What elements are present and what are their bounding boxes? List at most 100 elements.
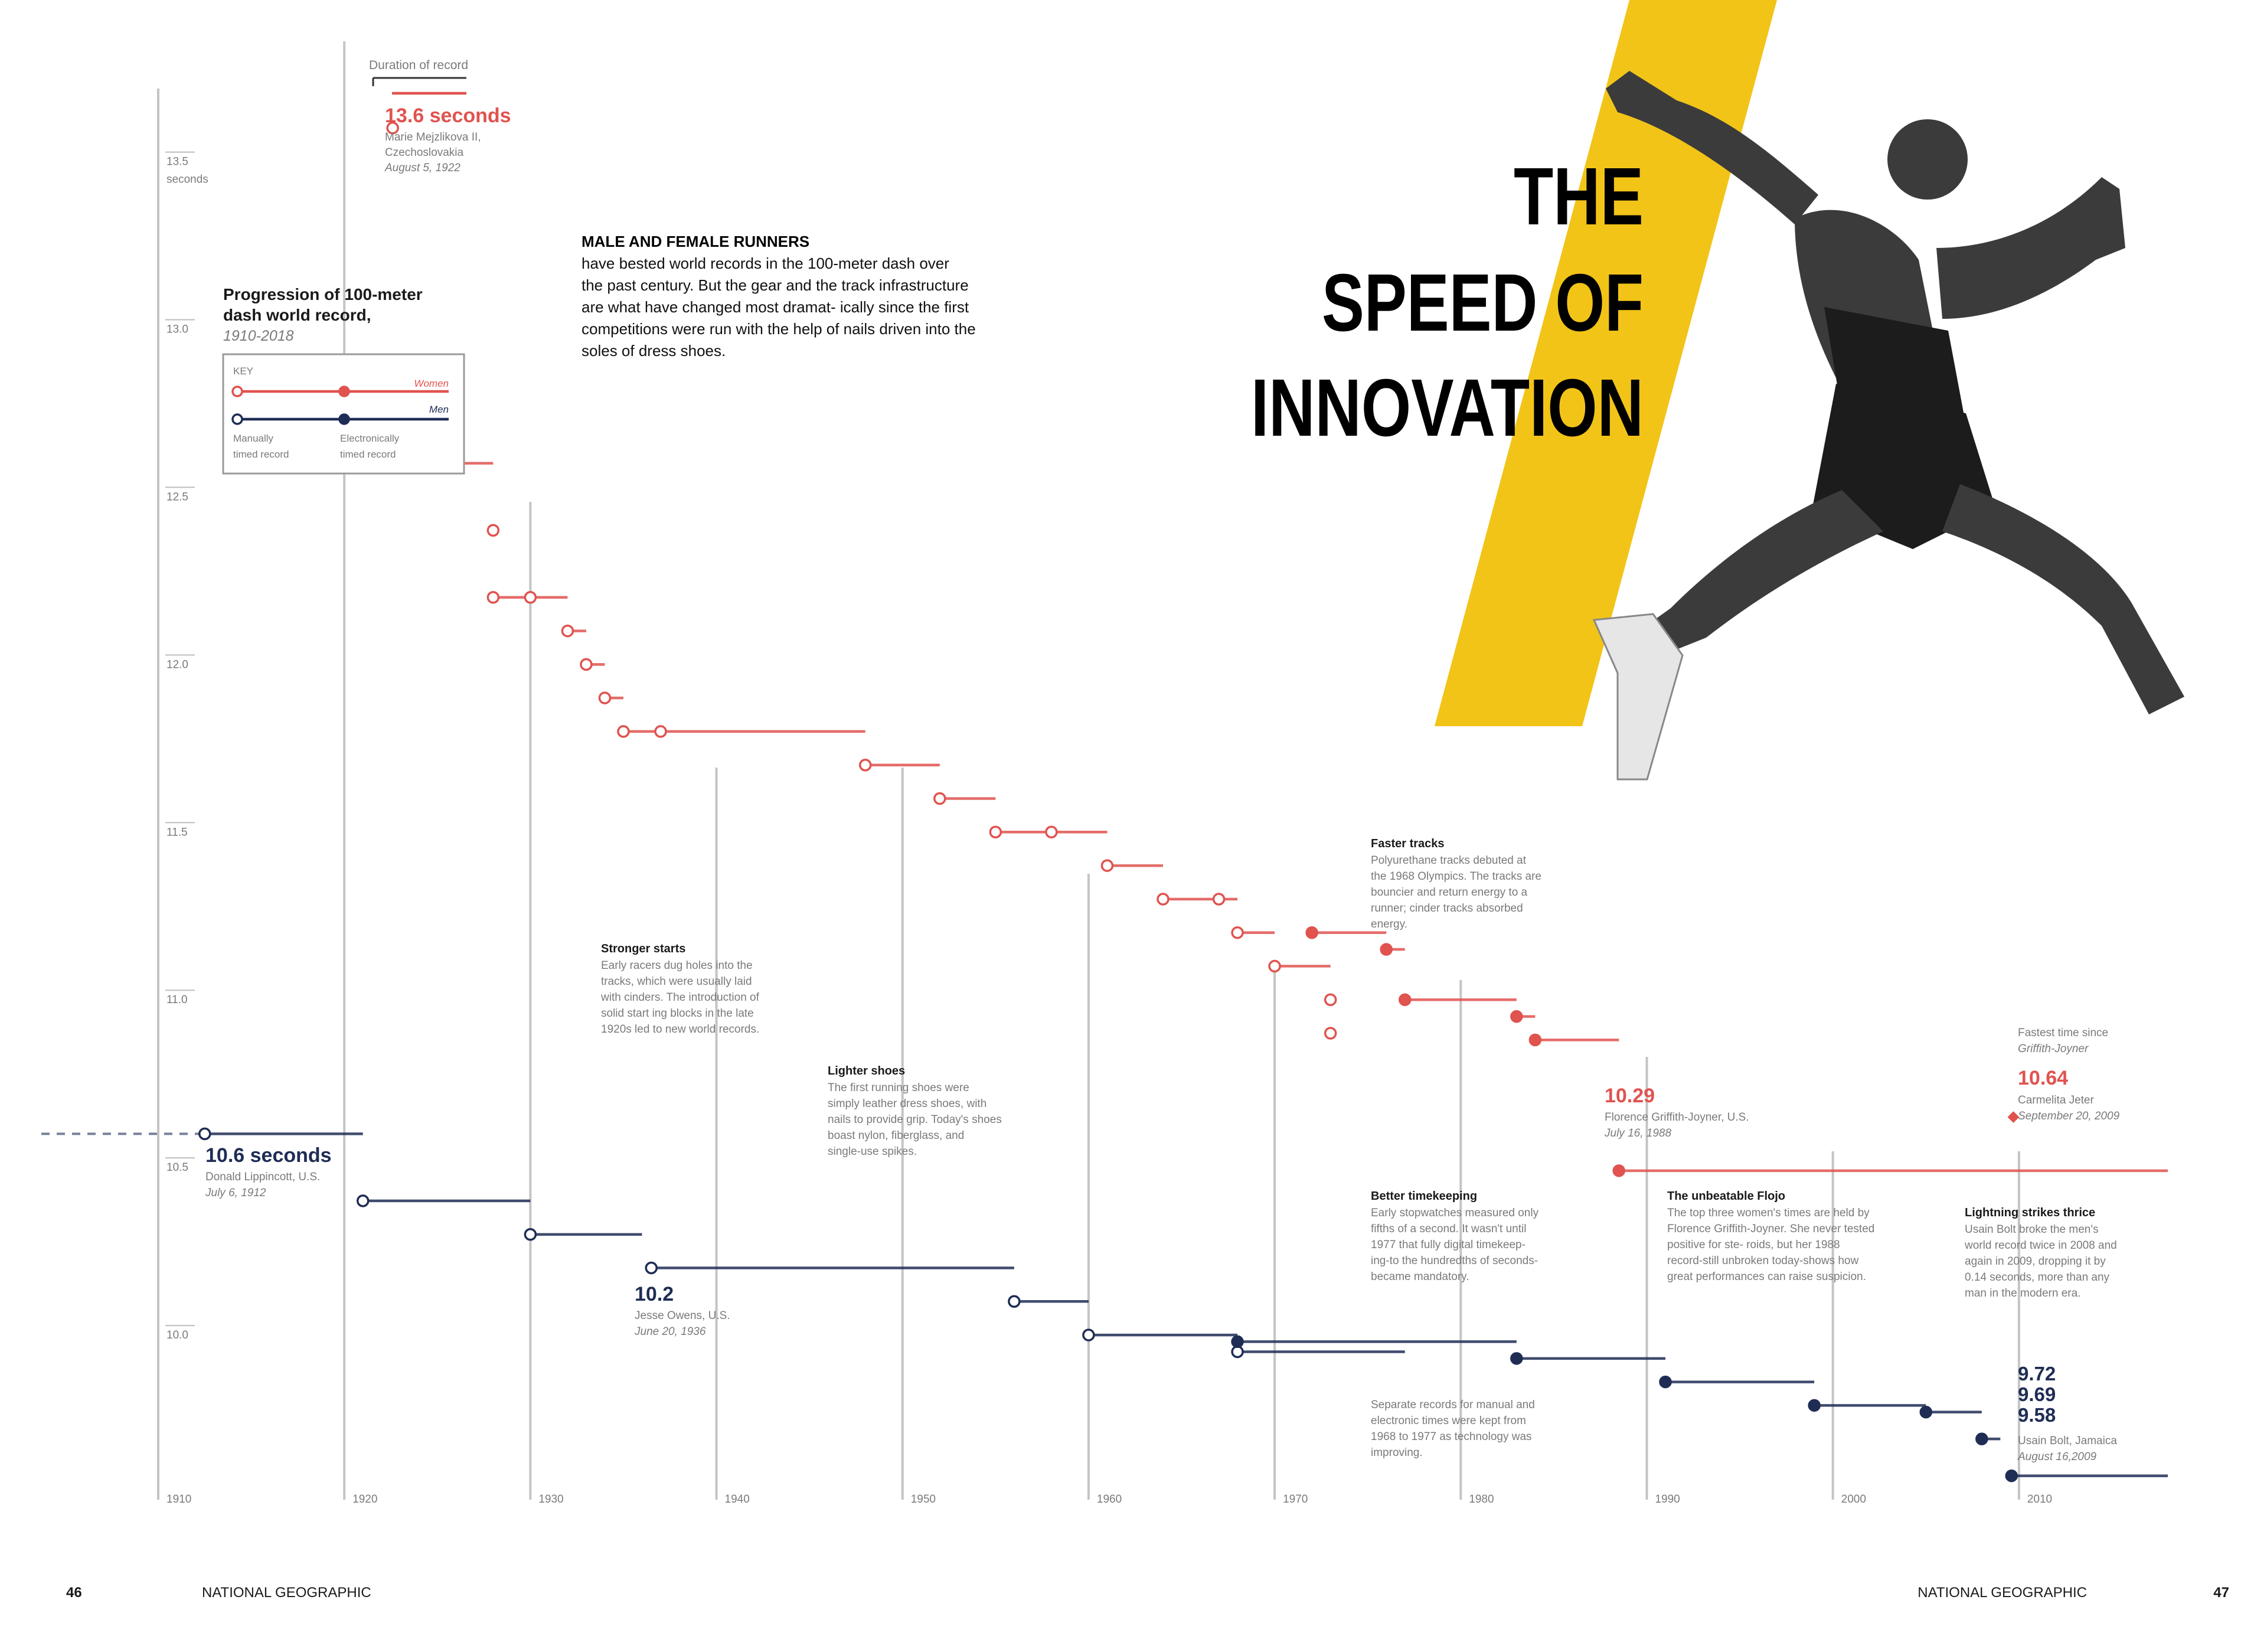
x-tick-label: 2010 [2027, 1493, 2052, 1506]
chart-subtitle: 1910-2018 [223, 328, 294, 344]
women-first-date: August 5, 1922 [384, 162, 460, 174]
brand-right: NATIONAL GEOGRAPHIC [1918, 1585, 2087, 1601]
intro-line: the past century. But the gear and the t… [582, 276, 969, 294]
y-tick-label: 10.5 [166, 1161, 188, 1174]
chart-title: Progression of 100-meter [223, 285, 423, 303]
x-tick-label: 1970 [1283, 1493, 1308, 1506]
record-point [654, 725, 667, 738]
legend-manual-label: timed record [233, 449, 289, 460]
runner-arm-back [1936, 177, 2125, 319]
annotation-title: Lighter shoes [828, 1065, 905, 1078]
record-point [2005, 1469, 2018, 1483]
record-point [486, 591, 500, 604]
legend-women-electronic [338, 386, 350, 397]
brand-left: NATIONAL GEOGRAPHIC [202, 1585, 371, 1601]
flojo-holder: Florence Griffith-Joyner, U.S. [1605, 1111, 1749, 1124]
x-tick-label: 1980 [1469, 1493, 1494, 1506]
record-point [598, 691, 612, 704]
annotation-title: The unbeatable Flojo [1667, 1190, 1785, 1203]
record-point [989, 825, 1002, 839]
flojo-time: 10.29 [1605, 1085, 1655, 1107]
annotation-line: with cinders. The introduction of [600, 991, 760, 1004]
annotation-line: the 1968 Olympics. The tracks are [1371, 870, 1541, 883]
intro-line: are what have changed most dramat- icall… [582, 298, 969, 316]
x-tick-label: 2000 [1841, 1493, 1866, 1506]
annotation-line: tracks, which were usually laid [601, 975, 752, 988]
annotation-line: again in 2009, dropping it by [1965, 1255, 2106, 1268]
record-point [933, 792, 946, 805]
jeter-lead: Fastest time since [2018, 1027, 2108, 1039]
annotation-line: Early racers dug holes into the [601, 959, 753, 972]
record-point [645, 1261, 658, 1275]
annotation-title: Faster tracks [1371, 837, 1445, 850]
legend-electronic-label: timed record [340, 449, 396, 460]
series-men [198, 1127, 2168, 1483]
annotation-line: fifths of a second. It wasn't until [1371, 1223, 1526, 1235]
annotation-line: boast nylon, fiberglass, and [828, 1129, 964, 1142]
bolt-time: 9.72 [2018, 1363, 2056, 1385]
record-point [1157, 893, 1170, 906]
chart-title: dash world record, [223, 306, 371, 324]
men-first-date: July 6, 1912 [205, 1187, 266, 1199]
record-point [1045, 825, 1058, 839]
headline-line: INNOVATION [1251, 363, 1644, 453]
record-point [524, 591, 537, 604]
record-point [356, 1194, 370, 1207]
annotation-line: simply leather dress shoes, with [828, 1098, 986, 1110]
record-point [1231, 1335, 1244, 1349]
accent-layer [1435, 0, 1777, 726]
legend-women: Women [414, 378, 449, 389]
bolt-date: August 16,2009 [2017, 1451, 2097, 1463]
record-point [1008, 1295, 1021, 1308]
annotation-line: great performances can raise suspicion. [1667, 1271, 1866, 1283]
record-point [1510, 1352, 1523, 1365]
jeter-lead: Griffith-Joyner [2018, 1043, 2089, 1055]
annotation-line: world record twice in 2008 and [1964, 1239, 2117, 1252]
annotation-better-timekeeping: Better timekeeping Early stopwatches meas… [1371, 1190, 1539, 1283]
intro-title: MALE AND FEMALE RUNNERS [582, 233, 809, 250]
record-point [1324, 1027, 1337, 1040]
record-point [561, 624, 574, 638]
annotation-line: Separate records for manual and [1371, 1399, 1535, 1411]
annotation-title: Better timekeeping [1371, 1190, 1477, 1203]
jeter-marker [2007, 1111, 2020, 1123]
annotation-line: energy. [1371, 918, 1407, 931]
annotation-line: improving. [1371, 1447, 1423, 1459]
annotation-line: man in the modern era. [1965, 1287, 2080, 1300]
annotation-title: Lightning strikes thrice [1965, 1206, 2095, 1219]
legend-men-electronic [338, 413, 350, 425]
annotation-lightning-strikes: Lightning strikes thrice Usain Bolt broke… [1964, 1206, 2117, 1300]
men-first-holder: Donald Lippincott, U.S. [205, 1171, 320, 1183]
annotation-line: became mandatory. [1371, 1271, 1469, 1283]
text-layer: 1910 1920 1930 1940 1950 1960 1970 1980 1990 2000… [66, 58, 2229, 1601]
x-tick-label: 1940 [725, 1493, 750, 1506]
annotation-line: 1977 that fully digital timekeep- [1371, 1239, 1526, 1251]
legend-women-manual [231, 386, 243, 397]
annotation-line: electronic times were kept from [1371, 1415, 1526, 1427]
record-point [1100, 859, 1114, 872]
annotation-line: 0.14 seconds, more than any [1965, 1271, 2110, 1284]
record-point [386, 122, 399, 135]
legend-manual-label: Manually [233, 433, 274, 444]
intro-line: competitions were run with the help of n… [582, 320, 976, 338]
owens-date: June 20, 1936 [634, 1325, 706, 1338]
jeter-date: September 20, 2009 [2018, 1110, 2120, 1122]
annotation-line: The first running shoes were [828, 1082, 969, 1094]
duration-label: Duration of record [369, 58, 468, 72]
x-tick-label: 1910 [166, 1493, 191, 1506]
y-tick-label: 10.0 [166, 1329, 188, 1341]
bolt-time: 9.58 [2018, 1404, 2056, 1426]
record-point [1324, 993, 1337, 1006]
record-point [1659, 1375, 1672, 1389]
annotation-line: ing-to the hundredths of seconds- [1371, 1255, 1538, 1267]
runner-figure [1592, 71, 2184, 781]
record-point [198, 1127, 211, 1141]
record-point [1398, 993, 1412, 1006]
record-point [1612, 1164, 1625, 1177]
annotation-unbeatable-flojo: The unbeatable Flojo The top three women'… [1667, 1190, 1874, 1283]
annotation-line: 1920s led to new world records. [601, 1023, 759, 1036]
y-unit-label: seconds [166, 174, 208, 186]
record-point [486, 524, 500, 537]
annotation-separate-records: Separate records for manual and electroni… [1371, 1399, 1535, 1459]
